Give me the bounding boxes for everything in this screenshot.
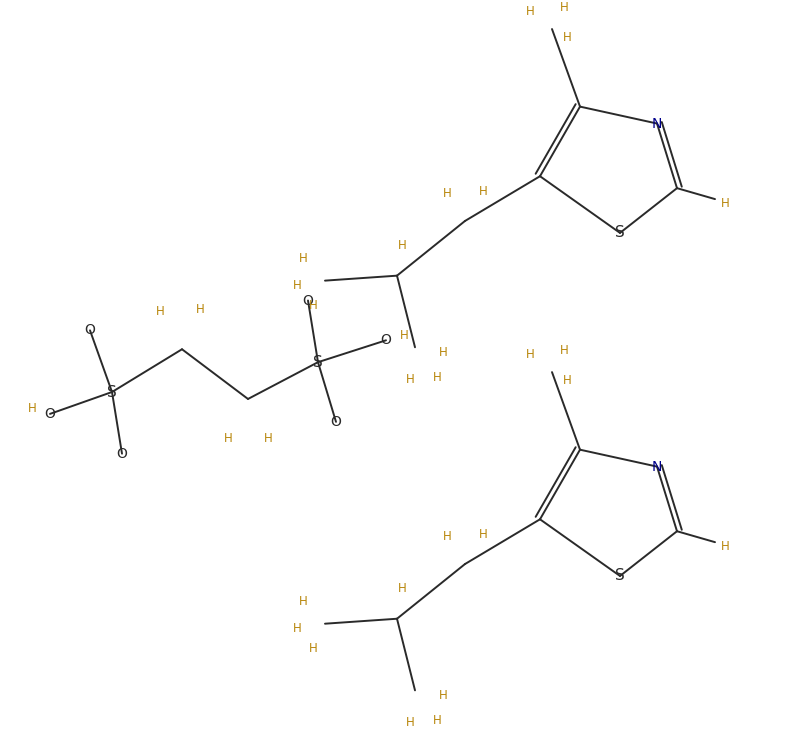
Text: H: H [299, 595, 307, 608]
Text: H: H [526, 4, 534, 18]
Text: H: H [560, 1, 568, 13]
Text: H: H [439, 346, 448, 359]
Text: H: H [27, 402, 36, 416]
Text: H: H [406, 372, 415, 386]
Text: H: H [156, 305, 164, 318]
Text: H: H [309, 642, 318, 655]
Text: O: O [85, 324, 95, 337]
Text: H: H [432, 371, 441, 383]
Text: H: H [224, 432, 233, 445]
Text: H: H [292, 279, 301, 292]
Text: N: N [652, 460, 663, 473]
Text: H: H [443, 530, 452, 543]
Text: H: H [432, 714, 441, 727]
Text: H: H [478, 528, 487, 541]
Text: H: H [439, 689, 448, 702]
Text: O: O [330, 415, 342, 429]
Text: H: H [400, 329, 408, 342]
Text: H: H [309, 299, 318, 312]
Text: H: H [398, 240, 406, 252]
Text: H: H [478, 185, 487, 198]
Text: S: S [615, 568, 625, 583]
Text: S: S [314, 355, 323, 370]
Text: O: O [302, 294, 314, 308]
Text: O: O [116, 446, 128, 461]
Text: H: H [721, 539, 730, 553]
Text: H: H [292, 622, 301, 635]
Text: S: S [107, 384, 117, 399]
Text: N: N [652, 117, 663, 130]
Text: H: H [721, 196, 730, 210]
Text: O: O [381, 333, 391, 348]
Text: H: H [560, 344, 568, 357]
Text: H: H [398, 583, 406, 595]
Text: O: O [44, 407, 56, 421]
Text: H: H [196, 303, 204, 316]
Text: H: H [562, 374, 571, 386]
Text: H: H [263, 432, 272, 445]
Text: H: H [299, 252, 307, 265]
Text: H: H [443, 187, 452, 200]
Text: H: H [406, 715, 415, 729]
Text: H: H [562, 31, 571, 43]
Text: S: S [615, 225, 625, 240]
Text: H: H [526, 348, 534, 361]
